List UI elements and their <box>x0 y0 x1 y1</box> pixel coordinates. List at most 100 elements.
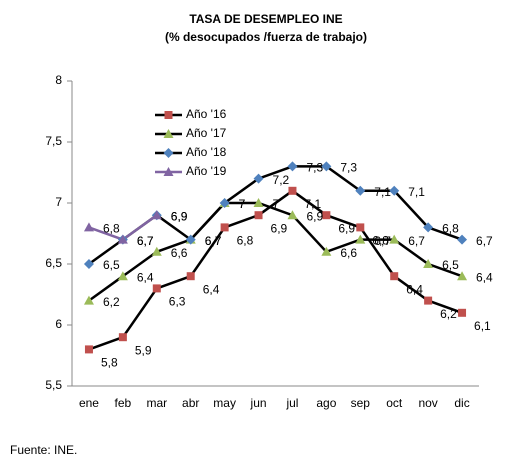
marker <box>164 111 173 119</box>
data-label: 6,8 <box>103 222 120 236</box>
data-label: 6,1 <box>474 319 491 333</box>
data-label: 7 <box>239 197 246 211</box>
marker <box>117 271 128 281</box>
data-label: 7,3 <box>306 161 323 175</box>
marker <box>163 129 174 138</box>
data-label: 6,7 <box>137 234 154 248</box>
x-tick-label: jul <box>285 396 298 410</box>
marker <box>163 167 174 176</box>
x-tick-label: mar <box>146 396 167 410</box>
data-label: 7 <box>239 197 246 211</box>
legend-label: Año '19 <box>186 164 227 178</box>
x-tick-label: ago <box>316 396 336 410</box>
marker <box>152 284 161 293</box>
marker <box>322 211 331 220</box>
marker <box>287 161 298 172</box>
data-label: 6,9 <box>306 209 323 223</box>
marker <box>424 296 433 305</box>
y-tick-label: 8 <box>55 73 62 87</box>
marker <box>355 234 366 244</box>
x-tick-label: jun <box>250 396 267 410</box>
x-tick-label: dic <box>454 396 469 410</box>
x-tick-label: feb <box>115 396 132 410</box>
data-label: 7,2 <box>273 173 290 187</box>
marker <box>458 308 467 317</box>
marker <box>83 222 94 232</box>
marker <box>254 211 263 220</box>
marker <box>423 259 434 268</box>
legend-label: Año '16 <box>186 107 227 121</box>
marker <box>151 210 162 220</box>
data-label: 7,3 <box>340 161 357 175</box>
data-label: 6,7 <box>205 234 222 248</box>
legend-label: Año '18 <box>186 145 227 159</box>
marker <box>390 272 399 281</box>
x-tick-label: oct <box>386 396 403 410</box>
source: Fuente: INE. <box>10 443 77 457</box>
x-tick-label: abr <box>182 396 199 410</box>
data-label: 6,7 <box>137 234 154 248</box>
marker <box>83 259 94 269</box>
data-label: 6,7 <box>205 234 222 248</box>
data-label: 6,9 <box>338 221 355 235</box>
data-label: 6,9 <box>271 221 288 235</box>
marker <box>356 223 365 232</box>
data-label: 6,8 <box>442 222 459 236</box>
marker <box>253 173 264 184</box>
data-label: 6,8 <box>237 234 254 248</box>
data-label: 6,2 <box>440 307 457 321</box>
y-tick-label: 7,5 <box>45 134 62 148</box>
marker <box>118 333 127 342</box>
data-label: 6,2 <box>103 295 120 309</box>
data-label: 6,5 <box>442 258 459 272</box>
marker <box>83 295 94 305</box>
data-label: 6,7 <box>476 234 493 248</box>
marker <box>457 234 468 245</box>
marker <box>117 234 128 244</box>
data-label: 6,9 <box>171 209 188 223</box>
chart-title: TASA DE DESEMPLEO INE <box>189 12 342 26</box>
y-tick-label: 6,5 <box>45 256 62 270</box>
x-tick-label: nov <box>418 396 437 410</box>
data-label: 7 <box>273 197 280 211</box>
marker <box>389 185 400 196</box>
chart-subtitle: (% desocupados /fuerza de trabajo) <box>165 30 367 44</box>
y-tick-label: 7 <box>55 195 62 209</box>
marker <box>151 246 162 256</box>
series-line <box>88 189 463 351</box>
marker <box>321 161 332 172</box>
data-label: 6,4 <box>476 270 493 284</box>
marker <box>423 222 434 233</box>
data-label: 5,8 <box>101 356 118 370</box>
y-tick-label: 5,5 <box>45 378 62 392</box>
data-label: 6,5 <box>103 258 120 272</box>
data-label: 6,6 <box>171 246 188 260</box>
x-tick-label: may <box>213 396 236 410</box>
marker <box>219 198 230 208</box>
marker <box>185 234 196 245</box>
y-tick-label: 6 <box>55 317 62 331</box>
series-line <box>88 201 463 302</box>
x-tick-label: ene <box>79 396 99 410</box>
marker <box>457 271 468 281</box>
data-label: 7,1 <box>374 185 391 199</box>
data-label: 7,1 <box>408 185 425 199</box>
marker <box>287 210 298 220</box>
marker <box>355 185 366 196</box>
data-label: 6,3 <box>169 295 186 309</box>
data-label: 6,6 <box>340 246 357 260</box>
data-label: 6,4 <box>203 282 220 296</box>
marker <box>321 246 332 256</box>
data-label: 6,9 <box>171 209 188 223</box>
marker <box>253 198 264 207</box>
legend-label: Año '17 <box>186 126 227 140</box>
marker <box>186 272 195 281</box>
marker <box>84 345 93 354</box>
marker <box>389 234 400 244</box>
marker <box>220 223 229 232</box>
marker <box>288 186 297 195</box>
data-label: 6,7 <box>374 234 391 248</box>
data-label: 6,4 <box>406 282 423 296</box>
data-label: 5,9 <box>135 343 152 357</box>
